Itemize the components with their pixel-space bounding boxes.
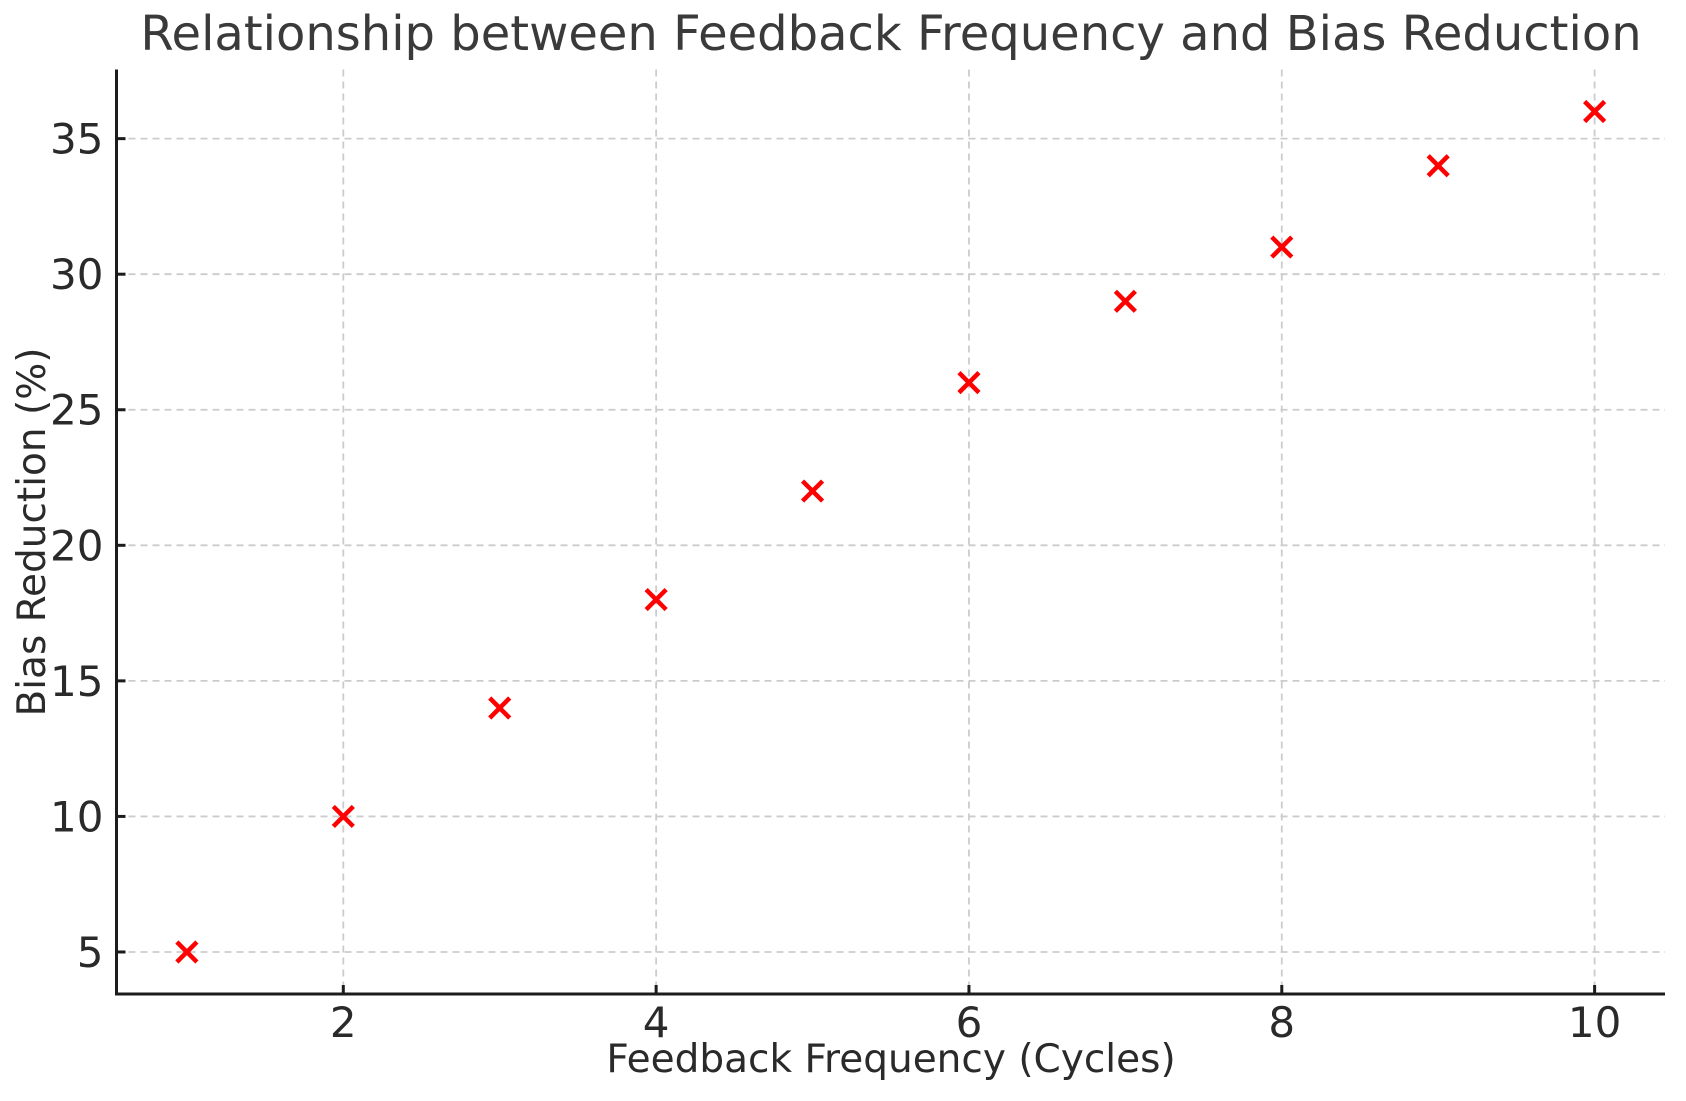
y-tick-label-5: 5 xyxy=(77,928,104,977)
data-point-5-22 xyxy=(800,479,825,503)
data-point-4-18 xyxy=(644,587,668,612)
data-point-7-29 xyxy=(1113,289,1137,313)
chart-title: Relationship between Feedback Frequency … xyxy=(140,6,1642,62)
y-axis-label: Bias Reduction (%) xyxy=(10,347,55,717)
data-point-6-26 xyxy=(957,371,981,395)
y-tick-label-30: 30 xyxy=(50,250,103,299)
x-tick-label-2: 2 xyxy=(330,998,357,1047)
y-tick-label-25: 25 xyxy=(50,386,103,435)
data-point-3-14 xyxy=(488,696,512,720)
y-tick-label-20: 20 xyxy=(50,521,103,570)
x-axis-label: Feedback Frequency (Cycles) xyxy=(606,1037,1176,1082)
y-tick-label-35: 35 xyxy=(50,115,103,164)
data-point-8-31 xyxy=(1270,235,1294,259)
data-point-2-10 xyxy=(331,804,355,829)
y-tick-label-10: 10 xyxy=(50,792,103,841)
data-point-10-36 xyxy=(1583,99,1607,124)
data-point-1-5 xyxy=(175,940,199,964)
x-tick-label-4: 4 xyxy=(643,998,670,1047)
x-tick-label-6: 6 xyxy=(956,998,983,1047)
y-tick-label-15: 15 xyxy=(50,657,103,706)
x-tick-label-10: 10 xyxy=(1568,998,1621,1047)
x-tick-label-8: 8 xyxy=(1268,998,1295,1047)
data-point-9-34 xyxy=(1426,154,1450,178)
